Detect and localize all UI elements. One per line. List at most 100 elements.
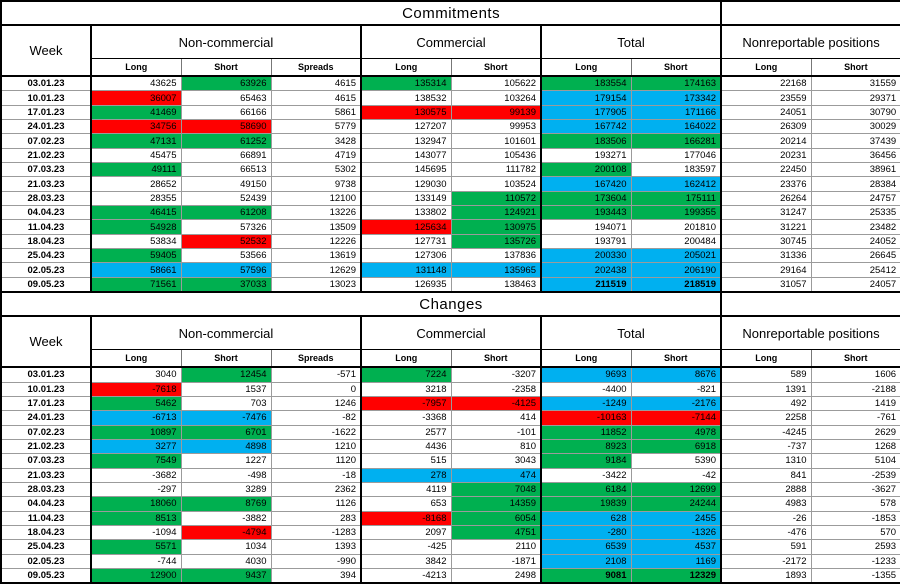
col-header-nr-short: Short xyxy=(810,349,900,369)
value-cell: -821 xyxy=(630,381,722,397)
col-header-c-short: Short xyxy=(450,58,542,77)
value-cell: -7476 xyxy=(180,410,272,426)
value-cell: 28355 xyxy=(90,190,182,207)
value-cell: 162412 xyxy=(630,176,722,192)
value-cell: 31057 xyxy=(720,276,812,294)
col-header-c-long: Long xyxy=(360,58,452,77)
value-cell: -82 xyxy=(270,410,362,426)
week-cell: 10.01.23 xyxy=(0,381,92,397)
value-cell: 23376 xyxy=(720,176,812,192)
value-cell: 4719 xyxy=(270,147,362,164)
value-cell: 394 xyxy=(270,567,362,584)
value-cell: 4615 xyxy=(270,75,362,92)
value-cell: 1210 xyxy=(270,438,362,455)
table-row: 21.02.23 3277 4898 1210 4436 810 8923 6918 -737 1… xyxy=(0,438,900,455)
value-cell: 179154 xyxy=(540,90,632,106)
value-cell: 1893 xyxy=(720,567,812,584)
value-cell: 99953 xyxy=(450,119,542,135)
group-header-total: Total xyxy=(540,315,722,351)
value-cell: 57596 xyxy=(180,262,272,278)
week-cell: 25.04.23 xyxy=(0,539,92,555)
value-cell: 125634 xyxy=(360,219,452,235)
value-cell: 4983 xyxy=(720,496,812,512)
value-cell: 28384 xyxy=(810,176,900,192)
value-cell: 206190 xyxy=(630,262,722,278)
value-cell: 31559 xyxy=(810,75,900,92)
value-cell: 31221 xyxy=(720,219,812,235)
value-cell: -1853 xyxy=(810,510,900,526)
value-cell: 13226 xyxy=(270,205,362,221)
table-row: 07.02.23 10897 6701 -1622 2577 -101 11852 4978-… xyxy=(0,424,900,440)
value-cell: 4615 xyxy=(270,90,362,106)
week-cell: 24.01.23 xyxy=(0,410,92,426)
value-cell: -571 xyxy=(270,366,362,383)
week-cell: 24.01.23 xyxy=(0,119,92,135)
value-cell: 177905 xyxy=(540,104,632,121)
value-cell: 47131 xyxy=(90,133,182,149)
value-cell: 110572 xyxy=(450,190,542,207)
value-cell: 1246 xyxy=(270,395,362,412)
value-cell: 199355 xyxy=(630,205,722,221)
value-cell: 38961 xyxy=(810,162,900,178)
group-header-noncommercial: Non-commercial xyxy=(90,315,362,351)
value-cell: 37033 xyxy=(180,276,272,294)
week-cell: 25.04.23 xyxy=(0,248,92,264)
table-row: 04.04.23 18060 8769 1126 653 14359 19839 24244 4… xyxy=(0,496,900,512)
value-cell: 23482 xyxy=(810,219,900,235)
group-header-commercial: Commercial xyxy=(360,24,542,59)
value-cell: 183597 xyxy=(630,162,722,178)
table-row: 07.03.23 7549 1227 1120 515 3043 9184 5390 1310 5… xyxy=(0,453,900,469)
value-cell: 63926 xyxy=(180,75,272,92)
week-cell: 07.02.23 xyxy=(0,133,92,149)
value-cell: 6539 xyxy=(540,539,632,555)
value-cell: 135314 xyxy=(360,75,452,92)
value-cell: 12226 xyxy=(270,233,362,250)
value-cell: 12454 xyxy=(180,366,272,383)
value-cell: 171166 xyxy=(630,104,722,121)
value-cell: 130975 xyxy=(450,219,542,235)
value-cell: -3422 xyxy=(540,467,632,483)
value-cell: 193791 xyxy=(540,233,632,250)
value-cell: 200484 xyxy=(630,233,722,250)
value-cell: 30790 xyxy=(810,104,900,121)
value-cell: 61252 xyxy=(180,133,272,149)
week-cell: 28.03.23 xyxy=(0,481,92,498)
value-cell: 61208 xyxy=(180,205,272,221)
table-row: 21.03.23 28652 49150 9738 129030 103524 167420… xyxy=(0,176,900,192)
value-cell: 183554 xyxy=(540,75,632,92)
value-cell: 6701 xyxy=(180,424,272,440)
value-cell: 492 xyxy=(720,395,812,412)
value-cell: -4125 xyxy=(450,395,542,412)
changes-tbody: 03.01.23 3040 12454 -571 7224 -3207 9693 8676 58… xyxy=(0,366,900,584)
group-header-noncommercial: Non-commercial xyxy=(90,24,362,59)
value-cell: 30029 xyxy=(810,119,900,135)
value-cell: 7048 xyxy=(450,481,542,498)
value-cell: 578 xyxy=(810,496,900,512)
value-cell: -7957 xyxy=(360,395,452,412)
value-cell: 25335 xyxy=(810,205,900,221)
value-cell: 810 xyxy=(450,438,542,455)
value-cell: 49150 xyxy=(180,176,272,192)
value-cell: 66513 xyxy=(180,162,272,178)
value-cell: 1268 xyxy=(810,438,900,455)
value-cell: 59405 xyxy=(90,248,182,264)
value-cell: 1034 xyxy=(180,539,272,555)
value-cell: 278 xyxy=(360,467,452,483)
value-cell: 2498 xyxy=(450,567,542,584)
value-cell: 8676 xyxy=(630,366,722,383)
value-cell: 130575 xyxy=(360,104,452,121)
value-cell: -761 xyxy=(810,410,900,426)
value-cell: 131148 xyxy=(360,262,452,278)
value-cell: 52439 xyxy=(180,190,272,207)
value-cell: 1310 xyxy=(720,453,812,469)
group-header-commercial: Commercial xyxy=(360,315,542,351)
value-cell: -1094 xyxy=(90,524,182,541)
week-cell: 02.05.23 xyxy=(0,553,92,569)
week-cell: 11.04.23 xyxy=(0,510,92,526)
value-cell: 1606 xyxy=(810,366,900,383)
value-cell: 13509 xyxy=(270,219,362,235)
commitments-table: Commitments Week Non-commercial Commerci… xyxy=(0,0,900,294)
value-cell: 22450 xyxy=(720,162,812,178)
value-cell: 7224 xyxy=(360,366,452,383)
commitments-title-text: Commitments xyxy=(402,4,501,22)
